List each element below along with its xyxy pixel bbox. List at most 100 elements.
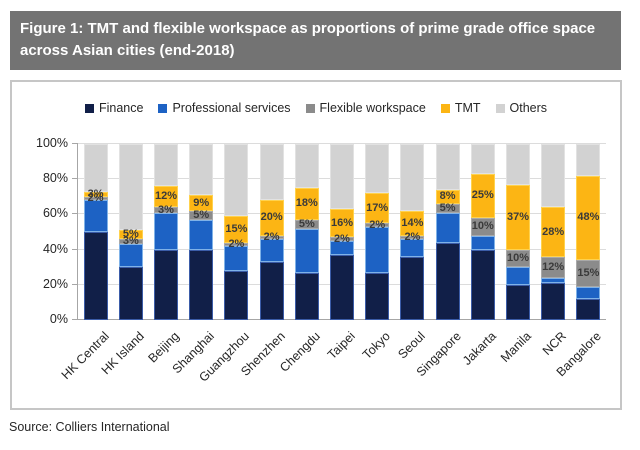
segment-flexible-workspace [576, 260, 601, 287]
segment-finance [506, 284, 530, 320]
segment-tmt [294, 188, 319, 220]
y-axis-label: 80% [42, 171, 68, 186]
segment-others [294, 144, 319, 188]
axis-tick [72, 319, 78, 320]
tmt-label: 16% [330, 216, 354, 229]
segment-finance [189, 249, 214, 320]
bar-shenzhen: 2% 20% [259, 144, 284, 320]
segment-others [470, 144, 495, 174]
axis-tick [72, 283, 78, 285]
segment-tmt [83, 191, 108, 197]
segment-professional-services [259, 239, 284, 262]
segment-others [83, 144, 108, 192]
bar-bangalore: 15% 48% [576, 144, 601, 320]
segment-flexible-workspace [435, 203, 460, 213]
y-axis-line [77, 144, 78, 320]
segment-others [400, 144, 425, 211]
segment-flexible-workspace [365, 223, 390, 227]
segment-tmt [365, 193, 390, 224]
segment-flexible-workspace [470, 217, 495, 236]
legend-item-others: Others [495, 101, 548, 115]
tmt-label: 15% [225, 222, 248, 235]
segment-others [154, 144, 178, 187]
segment-professional-services [118, 244, 143, 268]
tmt-label: 9% [193, 196, 210, 209]
segment-professional-services [470, 235, 495, 250]
tmt-label: 3% [87, 187, 104, 200]
flex-workspace-label: 10% [506, 251, 530, 264]
bar-shanghai: 5% 9% [189, 144, 214, 320]
y-axis-label: 100% [36, 136, 68, 150]
legend-swatch-icon [305, 103, 315, 113]
segment-flexible-workspace [189, 210, 214, 220]
tmt-label: 5% [122, 228, 139, 241]
segment-professional-services [224, 246, 249, 271]
segment-flexible-workspace [118, 239, 143, 245]
tmt-label: 14% [401, 216, 424, 229]
legend-label: Professional services [172, 101, 291, 115]
segment-tmt [506, 184, 530, 250]
legend-label: TMT [454, 101, 481, 115]
segment-professional-services [400, 239, 425, 257]
segment-flexible-workspace [330, 237, 354, 241]
axis-tick [72, 143, 78, 144]
legend-label: Others [509, 101, 548, 115]
segment-finance [470, 249, 495, 320]
bar-hk-central: 2% 3% [83, 144, 108, 320]
figure-title: Figure 1: TMT and flexible workspace as … [10, 11, 621, 70]
x-axis-label: NCR [540, 329, 570, 359]
y-axis-label: 20% [42, 276, 68, 291]
x-axis-label: HK Central [58, 329, 112, 383]
flex-workspace-label: 2% [228, 237, 245, 250]
segment-flexible-workspace [154, 207, 178, 213]
segment-tmt [400, 210, 425, 236]
tmt-label: 25% [471, 189, 494, 202]
y-axis-label: 0% [49, 312, 68, 326]
tmt-label: 18% [295, 197, 318, 210]
segment-professional-services [365, 226, 390, 273]
flex-workspace-label: 3% [158, 203, 174, 216]
segment-tmt [118, 230, 143, 239]
segment-tmt [435, 189, 460, 204]
bar-singapore: 5% 8% [435, 144, 460, 320]
bar-manila: 10% 37% [506, 144, 530, 320]
flex-workspace-label: 2% [404, 230, 421, 243]
bar-taipei: 2% 16% [330, 144, 354, 320]
tmt-label: 8% [439, 190, 456, 203]
segment-finance [330, 254, 354, 320]
segment-finance [365, 272, 390, 320]
segment-flexible-workspace [400, 235, 425, 239]
segment-tmt [470, 173, 495, 218]
segment-finance [83, 232, 108, 320]
flex-workspace-label: 2% [334, 232, 350, 245]
axis-tick [72, 248, 78, 250]
flex-workspace-label: 2% [369, 218, 386, 231]
flex-workspace-label: 12% [542, 260, 565, 273]
tmt-label: 17% [366, 201, 389, 214]
source-note: Source: Colliers International [9, 420, 170, 434]
segment-flexible-workspace [541, 256, 566, 278]
flex-workspace-label: 3% [122, 235, 139, 248]
gridline [78, 143, 606, 144]
segment-finance [118, 267, 143, 320]
legend-item-tmt: TMT [440, 101, 481, 115]
bar-tokyo: 2% 17% [365, 144, 390, 320]
y-axis-label: 60% [42, 206, 68, 221]
segment-professional-services [435, 212, 460, 243]
segment-professional-services [154, 212, 178, 250]
segment-flexible-workspace [83, 196, 108, 201]
tmt-label: 48% [577, 211, 600, 224]
segment-finance [154, 249, 178, 320]
segment-professional-services [83, 200, 108, 232]
x-axis-label: Seoul [395, 329, 429, 362]
legend-label: Finance [98, 101, 144, 115]
bar-beijing: 3% 12% [154, 144, 178, 320]
plot-area: 0% 20% 40% 60% 80% 100% 2% 3% HK Central 3% 5% HK I… [36, 136, 606, 385]
bar-chengdu: 5% 18% [294, 144, 319, 320]
segment-others [365, 144, 390, 194]
segment-finance [400, 256, 425, 320]
x-axis-label: Taipei [324, 329, 358, 363]
segment-professional-services [330, 240, 354, 255]
chart-area: Finance Professional services Flexible wor… [10, 80, 622, 410]
segment-flexible-workspace [224, 242, 249, 247]
